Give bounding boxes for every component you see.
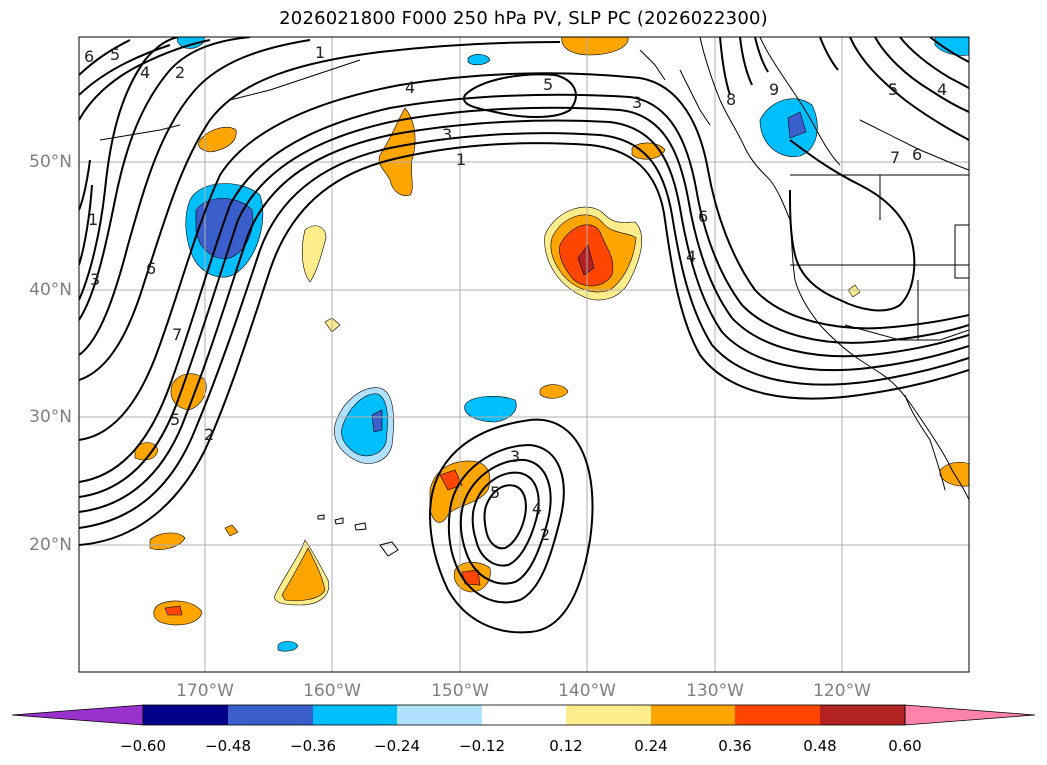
- svg-text:4: 4: [686, 247, 696, 266]
- colorbar-bin: [566, 705, 651, 725]
- colorbar-bin: [651, 705, 735, 725]
- lat-label: 20°N: [29, 535, 72, 555]
- svg-text:5: 5: [170, 410, 180, 429]
- svg-text:2: 2: [175, 63, 185, 82]
- svg-text:5: 5: [110, 45, 120, 64]
- lon-label: 140°W: [558, 681, 616, 701]
- svg-text:6: 6: [146, 259, 156, 278]
- coastlines: [99, 37, 969, 501]
- svg-text:3: 3: [90, 270, 100, 289]
- colorbar-bin: [482, 705, 566, 725]
- map-title: 2026021800 F000 250 hPa PV, SLP PC (2026…: [279, 8, 768, 29]
- colorbar-bin: [735, 705, 820, 725]
- colorbar-tick: −0.36: [290, 737, 336, 755]
- svg-text:8: 8: [726, 90, 736, 109]
- svg-text:1: 1: [456, 150, 466, 169]
- hawaii-islands: [317, 514, 399, 557]
- contour-labels: 6 5 4 2 1 4 5 3 3 1 8 9 5 4 6 7 6 4 1 3 …: [84, 43, 947, 544]
- colorbar-tick: 0.60: [888, 737, 922, 755]
- colorbar-right-arrow: [904, 704, 1036, 726]
- svg-text:4: 4: [532, 499, 542, 518]
- map-frame: [78, 36, 970, 673]
- colorbar-tick: −0.48: [205, 737, 251, 755]
- svg-text:4: 4: [405, 78, 415, 97]
- lon-label: 120°W: [813, 681, 871, 701]
- svg-text:5: 5: [888, 80, 898, 99]
- colorbar-bin: [820, 705, 905, 725]
- lon-label: 130°W: [686, 681, 744, 701]
- svg-text:1: 1: [315, 43, 325, 62]
- colorbar-bin: [228, 705, 313, 725]
- lon-label: 150°W: [431, 681, 489, 701]
- svg-text:5: 5: [490, 483, 500, 502]
- svg-text:4: 4: [140, 63, 150, 82]
- colorbar-bin: [143, 705, 228, 725]
- svg-text:9: 9: [769, 80, 779, 99]
- colorbar-tick: 0.36: [718, 737, 752, 755]
- svg-text:3: 3: [632, 93, 642, 112]
- lat-label: 50°N: [29, 152, 72, 172]
- svg-text:7: 7: [172, 325, 182, 344]
- colorbar-tick: −0.24: [374, 737, 420, 755]
- colorbar-tick: −0.12: [459, 737, 505, 755]
- svg-text:6: 6: [698, 207, 708, 226]
- colorbar-left-arrow: [11, 704, 144, 726]
- svg-text:1: 1: [88, 210, 98, 229]
- lon-label: 170°W: [176, 681, 234, 701]
- svg-text:6: 6: [84, 47, 94, 66]
- lon-label: 160°W: [303, 681, 361, 701]
- colorbar-tick: 0.12: [549, 737, 583, 755]
- svg-text:3: 3: [442, 125, 452, 144]
- colorbar-bin: [313, 705, 397, 725]
- colorbar-tick: 0.24: [634, 737, 668, 755]
- svg-text:4: 4: [937, 80, 947, 99]
- svg-text:2: 2: [204, 425, 214, 444]
- colorbar-tick: 0.48: [803, 737, 837, 755]
- svg-text:6: 6: [912, 145, 922, 164]
- svg-text:5: 5: [543, 75, 553, 94]
- colorbar-bin: [397, 705, 482, 725]
- svg-text:2: 2: [540, 525, 550, 544]
- svg-text:7: 7: [890, 148, 900, 167]
- lat-label: 30°N: [29, 407, 72, 427]
- colorbar: [11, 704, 1036, 726]
- pv-shading: [134, 37, 969, 652]
- svg-text:3: 3: [510, 447, 520, 466]
- colorbar-tick: −0.60: [120, 737, 166, 755]
- slp-contours: [79, 37, 969, 634]
- lat-label: 40°N: [29, 280, 72, 300]
